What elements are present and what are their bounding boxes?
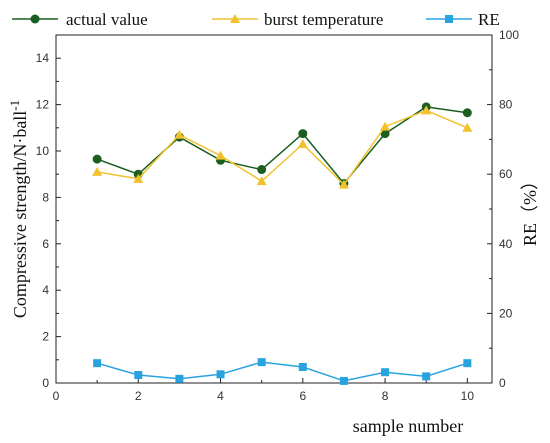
y-axis-title-right: RE（%） — [520, 172, 540, 246]
legend-marker-burst-temperature — [230, 14, 240, 23]
y-left-tick-label: 0 — [42, 376, 49, 390]
point-burst-temperature — [215, 150, 226, 160]
y-right-tick-label: 20 — [499, 306, 513, 320]
point-burst-temperature — [338, 179, 349, 189]
legend-label-actual-value: actual value — [66, 10, 148, 29]
legend-marker-actual-value — [30, 14, 40, 24]
y-right-tick-label: 80 — [499, 98, 513, 112]
point-burst-temperature — [297, 139, 308, 149]
y-left-tick-label: 2 — [42, 330, 49, 344]
x-tick-label: 4 — [217, 389, 224, 403]
y-left-tick-label: 8 — [42, 190, 49, 204]
series-line-re — [96, 361, 468, 382]
x-tick-label: 8 — [382, 389, 389, 403]
y-axis-title-left: Compressive strength/N·ball-1 — [7, 100, 30, 318]
point-re — [175, 374, 184, 383]
point-burst-temperature — [421, 105, 432, 115]
point-re — [463, 359, 472, 368]
plot-frame — [55, 34, 493, 384]
point-re — [257, 358, 266, 367]
y-left-tick-label: 12 — [36, 98, 50, 112]
y-left-tick-label: 10 — [36, 144, 50, 158]
x-tick-label: 6 — [299, 389, 306, 403]
point-actual-value — [298, 129, 308, 139]
x-tick-label: 2 — [135, 389, 142, 403]
point-actual-value — [380, 129, 390, 139]
y-left-tick-label: 14 — [36, 51, 50, 65]
point-actual-value — [92, 154, 102, 164]
point-burst-temperature — [256, 176, 267, 186]
y-axis-title-left-main: Compressive strength/N·ball — [10, 111, 30, 318]
point-re — [93, 359, 102, 368]
x-tick-label: 10 — [461, 389, 475, 403]
series-line-burst-temperature — [96, 109, 468, 186]
legend-label-re: RE — [478, 10, 500, 29]
series-line-actual-value — [96, 106, 468, 185]
y-left-tick-label: 4 — [42, 283, 49, 297]
point-re — [381, 368, 390, 377]
point-re — [134, 370, 143, 379]
point-burst-temperature — [133, 173, 144, 183]
point-re — [216, 370, 225, 379]
legend-label-burst-temperature: burst temperature — [264, 10, 383, 29]
point-actual-value — [257, 165, 267, 175]
point-re — [422, 372, 431, 381]
point-burst-temperature — [462, 122, 473, 132]
y-right-tick-label: 60 — [499, 167, 513, 181]
point-actual-value — [462, 108, 472, 118]
series-layer — [92, 102, 473, 385]
y-right-tick-label: 100 — [499, 28, 519, 42]
point-re — [298, 362, 307, 371]
point-burst-temperature — [92, 166, 103, 176]
y-axis-title-left-sup: -1 — [7, 100, 22, 111]
point-burst-temperature — [380, 121, 391, 131]
y-left-tick-label: 6 — [42, 237, 49, 251]
y-right-tick-label: 0 — [499, 376, 506, 390]
x-axis-title: sample number — [353, 416, 463, 436]
legend-marker-re — [445, 15, 453, 23]
point-burst-temperature — [174, 129, 185, 139]
legend: actual value burst temperature RE — [12, 10, 500, 29]
x-tick-label: 0 — [53, 389, 60, 403]
y-right-tick-label: 40 — [499, 237, 513, 251]
point-re — [339, 376, 348, 385]
